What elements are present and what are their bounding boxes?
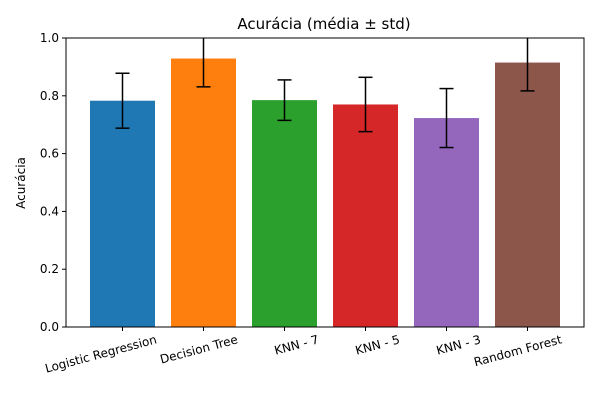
y-axis-label: Acurácia	[14, 157, 28, 209]
error-bar-knn-3	[439, 87, 454, 149]
error-bars-layer	[115, 38, 535, 149]
bars-layer	[90, 58, 560, 327]
y-tick-label: 0.2	[40, 262, 59, 276]
error-bar-knn-5	[358, 76, 373, 133]
error-bar-random-forest	[520, 38, 535, 92]
chart-title: Acurácia (média ± std)	[237, 15, 410, 33]
error-bar-decision-tree	[196, 38, 211, 88]
bar-logistic-regression	[90, 100, 155, 327]
bar-knn-3	[414, 118, 479, 327]
bar-random-forest	[495, 62, 560, 327]
error-bar-knn-7	[277, 79, 292, 122]
y-ticks-layer: 0.0 0.2 0.4 0.6 0.8 1.0	[40, 31, 66, 334]
y-tick-label: 1.0	[40, 31, 59, 45]
bar-knn-7	[252, 100, 317, 327]
bar-knn-5	[333, 104, 398, 327]
y-tick-label: 0.0	[40, 320, 59, 334]
y-tick-label: 0.6	[40, 147, 59, 161]
plot-frame	[65, 37, 585, 328]
error-bar-logistic-regression	[115, 72, 130, 129]
bar-decision-tree	[171, 58, 236, 327]
y-tick-label: 0.4	[40, 204, 59, 218]
y-tick-label: 0.8	[40, 89, 59, 103]
